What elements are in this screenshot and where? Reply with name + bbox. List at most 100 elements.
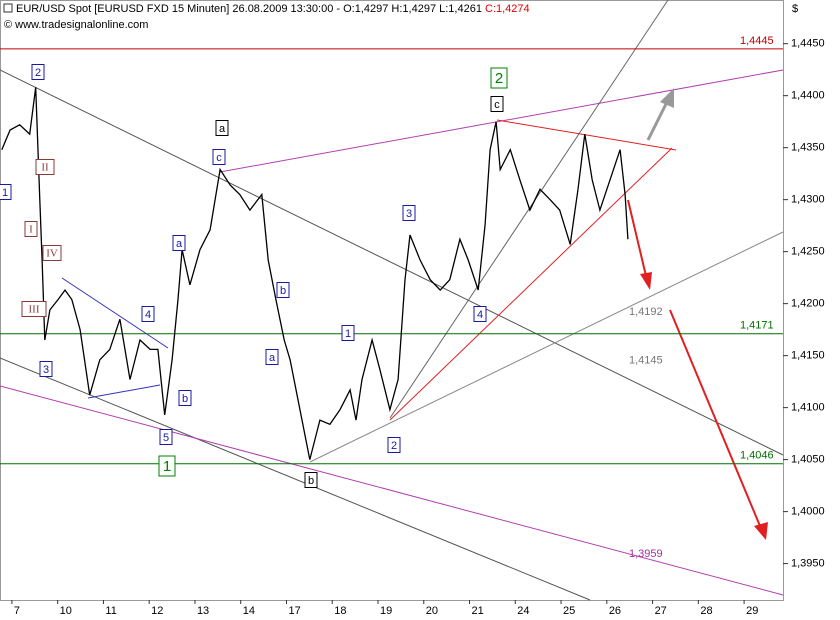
y-tick-label: 1,4400 [791, 90, 825, 102]
x-tick-label: 7 [14, 605, 20, 617]
wave-label-box [490, 67, 508, 89]
wave-label-box [31, 64, 45, 80]
wave-label: 3 [406, 208, 412, 220]
x-tick-label: 17 [288, 605, 300, 617]
wave-label-box [490, 96, 504, 112]
level-label: 1,4046 [740, 450, 774, 462]
wave-label-box [35, 159, 55, 175]
close-label: C:1,4274 [485, 3, 530, 15]
wave-label-box [276, 282, 290, 298]
x-tick-label: 18 [334, 605, 346, 617]
trend-line [87, 384, 161, 399]
level-label: 1,4171 [740, 320, 774, 332]
wave-label: 4 [477, 309, 483, 321]
arrow-head [660, 88, 674, 108]
arrow-head [640, 272, 652, 290]
wave-label: 4 [145, 309, 151, 321]
trend-line [309, 231, 784, 463]
trend-label: 1,4145 [629, 355, 663, 367]
y-tick-label: 1,4100 [791, 402, 825, 414]
wave-label-box [159, 429, 173, 445]
x-tick-label: 20 [426, 605, 438, 617]
icon [3, 3, 13, 13]
wave-label-box [473, 306, 487, 322]
wave-label: IV [46, 248, 58, 260]
wave-label-box [215, 120, 229, 136]
arrow-head [754, 522, 768, 540]
wave-label: b [182, 393, 188, 405]
wave-label: c [216, 152, 222, 164]
x-tick-label: 26 [609, 605, 621, 617]
wave-label-box [341, 325, 355, 341]
wave-label: 1 [345, 328, 351, 340]
wave-label: 2 [391, 440, 397, 452]
y-tick-label: 1,4200 [791, 298, 825, 310]
trend-line [0, 385, 784, 596]
x-tick-label: 11 [105, 605, 116, 617]
y-unit: $ [792, 3, 798, 15]
wave-label: III [29, 304, 40, 316]
wave-label: b [308, 475, 314, 487]
chart-title: EUR/USD Spot [EURUSD FXD 15 Minuten] 26.… [16, 3, 530, 15]
wave-label: II [41, 162, 49, 174]
x-tick-label: 24 [517, 605, 529, 617]
wave-label: I [29, 224, 33, 236]
x-tick-label: 27 [655, 605, 667, 617]
y-tick-label: 1,4350 [791, 142, 825, 154]
wave-label: 1 [163, 458, 171, 475]
wave-label: a [176, 238, 183, 250]
arrow [669, 309, 761, 527]
arrow [646, 99, 670, 141]
level-label: 1,4445 [740, 35, 774, 47]
wave-label: 5 [163, 432, 169, 444]
wave-label-box [172, 235, 186, 251]
x-tick-label: 29 [746, 605, 758, 617]
y-tick-label: 1,4150 [791, 350, 825, 362]
x-tick-label: 12 [151, 605, 163, 617]
y-tick-label: 1,4250 [791, 246, 825, 258]
wave-label: 2 [35, 67, 41, 79]
y-tick-label: 1,4300 [791, 194, 825, 206]
wave-label: c [494, 99, 500, 111]
x-tick-label: 14 [243, 605, 255, 617]
wave-label-box [42, 245, 62, 261]
wave-label-box [265, 349, 279, 365]
wave-label: 1 [2, 187, 8, 199]
wave-label-box [402, 205, 416, 221]
trend-line [0, 357, 591, 601]
wave-label-box [158, 455, 176, 477]
wave-label-box [212, 149, 226, 165]
wave-label-box [24, 221, 38, 237]
source: © www.tradesignalonline.com [4, 19, 148, 31]
wave-label-box [178, 390, 192, 406]
x-tick-label: 25 [563, 605, 575, 617]
arrow [627, 199, 647, 277]
wave-label: b [280, 285, 286, 297]
wave-label-box [39, 361, 53, 377]
wave-label: 3 [43, 364, 49, 376]
x-tick-label: 10 [60, 605, 72, 617]
y-tick-label: 1,4000 [791, 506, 825, 518]
plot-area [0, 0, 784, 601]
price-line [1, 87, 629, 460]
trend-line [61, 277, 169, 349]
trend-label: 1,4192 [629, 306, 663, 318]
wave-label-box [141, 306, 155, 322]
x-tick-label: 13 [197, 605, 209, 617]
x-tick-label: 21 [472, 605, 484, 617]
wave-label-box [21, 301, 47, 317]
trend-line [0, 69, 784, 456]
trend-lines [0, 0, 784, 601]
x-tick-label: 19 [380, 605, 392, 617]
wave-label: a [219, 123, 226, 135]
wave-label-box [0, 184, 12, 200]
y-tick-label: 1,3950 [791, 558, 825, 570]
wave-label: 2 [495, 70, 503, 87]
trend-label: 1,3959 [629, 548, 663, 560]
wave-label: a [269, 352, 276, 364]
trend-line [496, 119, 677, 151]
x-tick-label: 28 [700, 605, 712, 617]
wave-label-box [304, 472, 318, 488]
